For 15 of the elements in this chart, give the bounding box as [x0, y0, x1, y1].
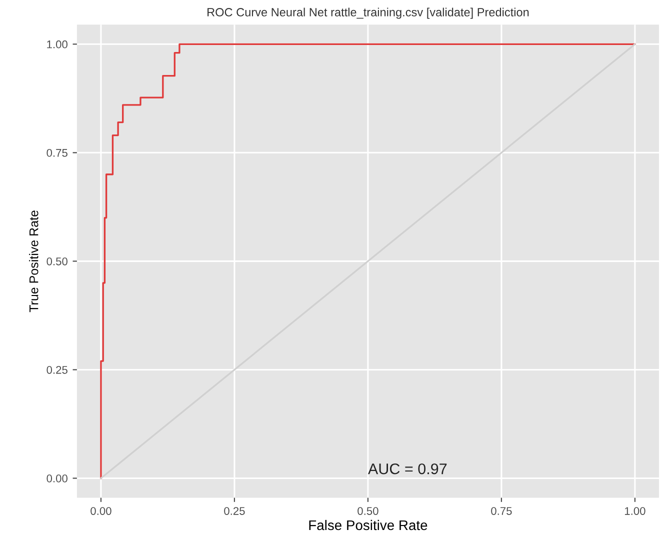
x-tick-label: 0.00	[90, 507, 112, 515]
y-tick-label: 0.00	[46, 474, 68, 482]
chart-title: ROC Curve Neural Net rattle_training.csv [validate] Prediction	[208, 8, 529, 19]
x-tick-label: 1.00	[624, 507, 646, 515]
y-tick-label: 0.25	[46, 366, 68, 374]
annotation: AUC = 0.97	[368, 463, 447, 474]
x-axis-title: False Positive Rate	[309, 520, 428, 530]
y-tick-label: 0.75	[46, 148, 68, 157]
y-tick-label: 1.00	[47, 40, 68, 48]
y-tick-label: 0.50	[46, 257, 68, 266]
x-tick-label: 0.50	[358, 507, 378, 515]
x-tick-label: 0.75	[491, 507, 512, 515]
y-axis-title: True Positive Rate	[29, 210, 38, 312]
x-tick-label: 0.25	[224, 507, 245, 515]
line-series	[100, 43, 636, 480]
